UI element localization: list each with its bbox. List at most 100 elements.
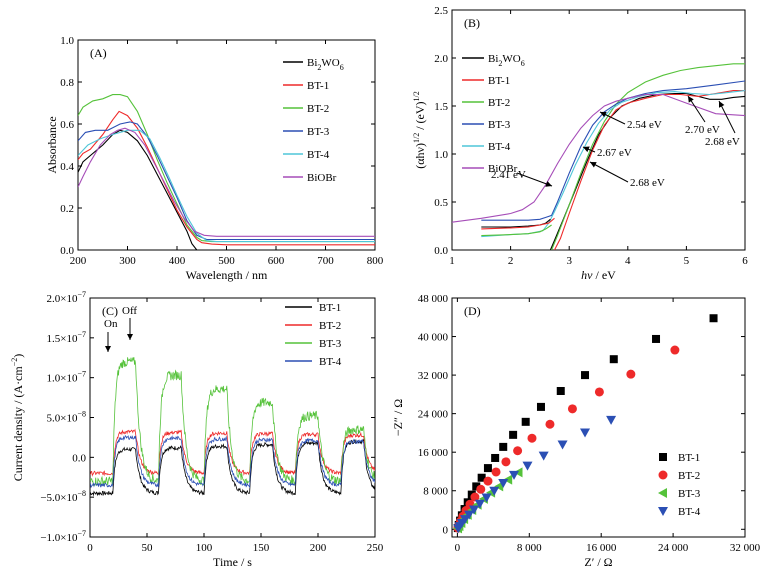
annotation-on: On bbox=[104, 318, 118, 330]
data-point bbox=[556, 386, 565, 395]
x-axis-label: Time / s bbox=[213, 555, 252, 569]
data-point bbox=[509, 430, 518, 439]
x-tick-label: 200 bbox=[310, 542, 327, 554]
legend-label: BT-1 bbox=[319, 302, 341, 314]
annotation-arrowhead bbox=[545, 181, 552, 187]
y-axis-label: (αhν)1/2 / (eV)1/2 bbox=[412, 91, 427, 169]
y-axis-label: Absorbance bbox=[45, 116, 59, 173]
annotation-label: 2.41 eV bbox=[491, 169, 526, 181]
annotation-label: 2.68 eV bbox=[705, 136, 740, 148]
x-tick-label: 32 000 bbox=[730, 542, 761, 554]
data-point bbox=[491, 453, 500, 462]
x-tick-label: 700 bbox=[317, 255, 334, 267]
y-axis-label: −Z″ / Ω bbox=[391, 399, 405, 436]
legend-label: BiOBr bbox=[488, 163, 518, 175]
y-tick-label: 8 000 bbox=[423, 486, 448, 498]
annotation-arrowhead bbox=[719, 101, 725, 108]
data-point bbox=[670, 345, 680, 355]
y-tick-label: 0.6 bbox=[60, 119, 74, 131]
panel-label: (B) bbox=[464, 16, 480, 30]
annotation-arrowhead bbox=[105, 346, 111, 352]
data-point bbox=[545, 419, 555, 429]
series-line bbox=[78, 121, 375, 241]
y-tick-label: −1.0×10−7 bbox=[40, 529, 86, 544]
legend-label: BT-4 bbox=[678, 506, 701, 518]
y-tick-label: 24 000 bbox=[418, 409, 449, 421]
series-line bbox=[481, 80, 745, 221]
data-point bbox=[494, 481, 504, 492]
legend-label: BT-1 bbox=[678, 452, 700, 464]
plot-area bbox=[78, 94, 375, 250]
legend-label: Bi2WO6 bbox=[488, 53, 525, 68]
data-point bbox=[481, 493, 492, 503]
series-line bbox=[551, 63, 745, 250]
data-point bbox=[538, 451, 549, 461]
data-point bbox=[594, 387, 604, 397]
x-tick-label: 16 000 bbox=[586, 542, 617, 554]
series-line bbox=[78, 129, 375, 243]
panel-d: 0 8 000 16 000 24 000 32 000 0 8 000 16 000 24 0… bbox=[391, 293, 761, 569]
panel-b: 1 2 3 4 5 6 0.0 0.5 1.0 1.5 2.0 2.5 (B) Bi2WO6 BT-1 BT-… bbox=[412, 5, 748, 282]
y-tick-label: 1.5 bbox=[434, 101, 448, 113]
data-point bbox=[460, 515, 471, 525]
legend-label: BT-4 bbox=[307, 149, 330, 161]
x-tick-label: 300 bbox=[119, 255, 136, 267]
data-point bbox=[483, 464, 492, 473]
legend-label: BT-2 bbox=[307, 103, 329, 115]
x-tick-label: 800 bbox=[367, 255, 384, 267]
annotation-arrowhead bbox=[688, 96, 694, 103]
legend-label: BiOBr bbox=[307, 172, 337, 184]
plot-frame bbox=[451, 9, 746, 251]
y-tick-label: 0.2 bbox=[60, 203, 74, 215]
legend-label: BT-4 bbox=[319, 356, 342, 368]
annotation-label: 2.67 eV bbox=[597, 147, 632, 159]
series-line bbox=[78, 129, 198, 250]
x-tick-label: 0 bbox=[87, 542, 93, 554]
x-tick-label: 200 bbox=[70, 255, 87, 267]
y-tick-label: −5.0×10−8 bbox=[40, 489, 86, 504]
plot-frame bbox=[89, 297, 376, 538]
y-axis-label: Current density / (A·cm−2) bbox=[10, 354, 25, 482]
data-point bbox=[491, 467, 501, 477]
panel-a: 200 300 400 500 600 700 800 0.0 0.2 0.4 0.6 0.8 1.0 (… bbox=[45, 35, 384, 282]
data-point bbox=[470, 492, 480, 502]
data-point bbox=[509, 470, 520, 480]
data-point bbox=[652, 334, 661, 343]
data-point bbox=[658, 507, 668, 516]
y-tick-label: 0.5 bbox=[434, 197, 448, 209]
y-tick-label: 5.0×10−8 bbox=[47, 410, 86, 425]
legend-label: BT-3 bbox=[488, 119, 511, 131]
x-tick-label: 500 bbox=[218, 255, 235, 267]
panel-label: (A) bbox=[90, 46, 107, 60]
series-line bbox=[78, 127, 375, 237]
panel-c: 0 50 100 150 200 250 −1.0×10−7 −5.0×10−8 0.0 5.0×… bbox=[10, 290, 384, 569]
data-point bbox=[472, 482, 481, 491]
legend-label: BT-1 bbox=[488, 75, 510, 87]
plot-area bbox=[90, 357, 375, 497]
y-tick-label: 0 bbox=[443, 524, 449, 536]
data-point bbox=[626, 369, 636, 379]
legend-label: BT-2 bbox=[319, 320, 341, 332]
x-tick-label: 0 bbox=[455, 542, 461, 554]
y-tick-label: 0.0 bbox=[72, 452, 86, 464]
y-tick-label: 1.0 bbox=[60, 35, 74, 47]
y-tick-label: 0.4 bbox=[60, 161, 74, 173]
x-axis-label: Wavelength / nm bbox=[186, 268, 268, 282]
y-tick-label: 0.0 bbox=[434, 245, 448, 257]
panel-label: (C) bbox=[102, 304, 118, 318]
x-axis-label: hν / eV bbox=[581, 268, 616, 282]
x-tick-label: 100 bbox=[196, 542, 213, 554]
series-line bbox=[90, 434, 375, 489]
x-tick-label: 50 bbox=[142, 542, 154, 554]
series-line bbox=[78, 94, 375, 243]
data-point bbox=[536, 402, 545, 411]
data-point bbox=[659, 453, 667, 461]
legend-label: BT-2 bbox=[678, 470, 700, 482]
plot-frame bbox=[77, 39, 376, 251]
x-axis-label: Z′ / Ω bbox=[584, 555, 612, 569]
data-point bbox=[469, 505, 480, 515]
series-line bbox=[90, 357, 375, 487]
data-point bbox=[476, 484, 486, 494]
data-point bbox=[527, 433, 537, 443]
